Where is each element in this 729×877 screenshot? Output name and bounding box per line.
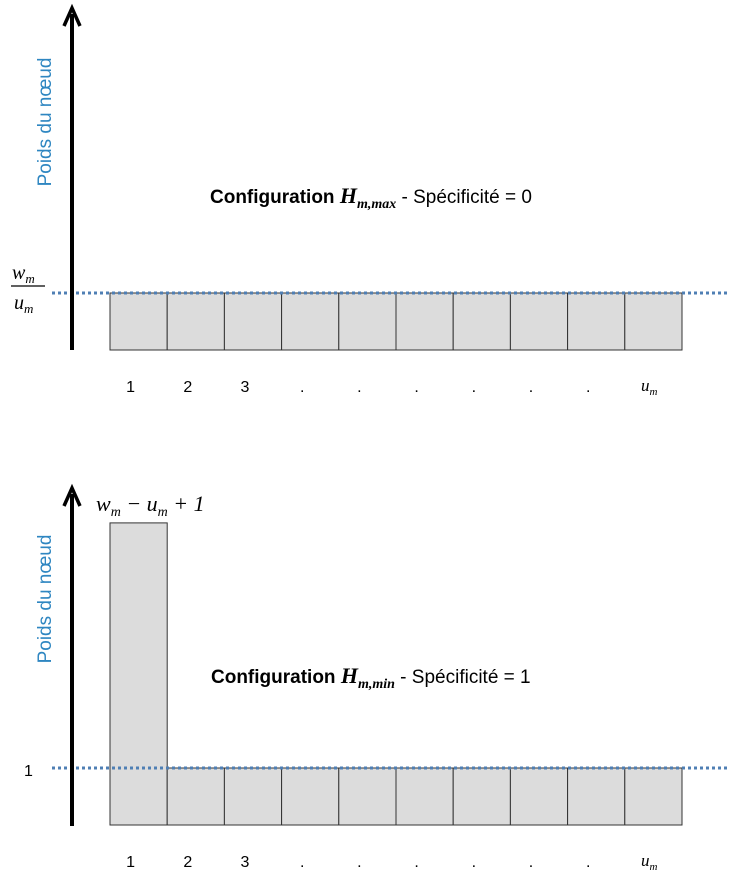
- bottom-bar-5: [338, 767, 397, 826]
- svg-text:um: um: [14, 292, 33, 316]
- bottom-last-tick: um: [641, 851, 658, 873]
- top-config-symbol: H: [339, 183, 358, 208]
- top-axis-title: Poids du nœud: [35, 58, 56, 187]
- bottom-peak-op1: −: [121, 491, 147, 516]
- top-bar-5: [338, 292, 397, 351]
- bottom-bar-3: [223, 767, 283, 826]
- bottom-tick-7: .: [472, 854, 476, 871]
- bottom-ticks: 1 2 3......: [126, 854, 590, 871]
- bottom-axis-title: Poids du nœud: [35, 535, 56, 664]
- bottom-tick-5: .: [357, 854, 361, 871]
- top-bar-3: [223, 292, 283, 351]
- bottom-bar-1: [109, 522, 168, 826]
- bottom-bar-4: [281, 767, 340, 826]
- top-tick-6: .: [414, 379, 418, 396]
- bottom-y-axis-arrowhead: [62, 483, 82, 507]
- top-tick-9: .: [586, 379, 590, 396]
- bottom-peak-sub2: m: [158, 505, 168, 520]
- top-bar-8: [509, 292, 569, 351]
- bottom-level-label: 1: [24, 763, 33, 780]
- bottom-config-label: Configuration Hm,min - Spécificité = 1: [211, 663, 531, 692]
- top-config-label: Configuration Hm,max - Spécificité = 0: [210, 183, 532, 212]
- bottom-tick-9: .: [586, 854, 590, 871]
- top-bar-10: [624, 292, 683, 351]
- svg-text:wm: wm: [12, 262, 35, 286]
- bottom-tick-3: 3: [241, 854, 250, 871]
- bottom-bars: [109, 522, 683, 826]
- top-tick-3: 3: [241, 379, 250, 396]
- bottom-config-rest: - Spécificité = 1: [395, 667, 531, 688]
- top-last-tick-var: u: [641, 376, 650, 395]
- bottom-tick-1: 1: [126, 854, 135, 871]
- bottom-peak-label: wm − um + 1: [96, 491, 205, 520]
- top-bar-1: [109, 292, 168, 351]
- bottom-bar-10: [624, 767, 683, 826]
- bottom-tick-4: .: [300, 854, 304, 871]
- top-bar-7: [452, 292, 511, 351]
- bottom-config-symbol-sub: m,min: [358, 677, 395, 692]
- top-panel: Poids du nœud wm um Configuration Hm,max…: [11, 3, 729, 398]
- bottom-tick-6: .: [414, 854, 418, 871]
- bottom-bar-8: [509, 767, 569, 826]
- top-last-tick-sub: m: [650, 386, 658, 398]
- bottom-last-tick-sub: m: [650, 861, 658, 873]
- bottom-peak-var2: u: [147, 491, 158, 516]
- top-tick-4: .: [300, 379, 304, 396]
- bottom-config-word: Configuration: [211, 667, 336, 688]
- top-level-denominator-var: u: [14, 292, 24, 314]
- top-y-axis-arrowhead: [62, 3, 82, 27]
- bottom-panel: Poids du nœud wm − um + 1 1 Configuratio…: [24, 483, 729, 873]
- top-tick-2: 2: [183, 379, 192, 396]
- bottom-tick-8: .: [529, 854, 533, 871]
- top-bar-6: [395, 292, 454, 351]
- bottom-bar-2: [166, 767, 225, 826]
- top-bar-9: [567, 292, 626, 351]
- bottom-config-symbol: H: [340, 663, 359, 688]
- top-config-symbol-sub: m,max: [357, 197, 396, 212]
- top-bar-2: [166, 292, 225, 351]
- bottom-bar-7: [452, 767, 511, 826]
- top-bar-4: [281, 292, 340, 351]
- top-bars: [109, 292, 683, 351]
- top-tick-8: .: [529, 379, 533, 396]
- top-level-numerator-sub: m: [25, 271, 34, 286]
- bottom-tick-2: 2: [183, 854, 192, 871]
- top-tick-7: .: [472, 379, 476, 396]
- bottom-peak-var1: w: [96, 491, 111, 516]
- top-tick-5: .: [357, 379, 361, 396]
- bottom-peak-tail: + 1: [168, 491, 205, 516]
- top-last-tick: um: [641, 376, 658, 398]
- top-level-denominator-sub: m: [24, 301, 33, 316]
- bottom-peak-sub1: m: [111, 505, 121, 520]
- top-config-word: Configuration: [210, 187, 335, 208]
- top-ticks: 1 2 3......: [126, 379, 590, 396]
- top-level-label: wm um: [11, 262, 45, 316]
- bottom-bar-6: [395, 767, 454, 826]
- top-config-rest: - Spécificité = 0: [396, 187, 532, 208]
- top-level-numerator-var: w: [12, 262, 26, 284]
- top-tick-1: 1: [126, 379, 135, 396]
- bottom-last-tick-var: u: [641, 851, 650, 870]
- bottom-bar-9: [567, 767, 626, 826]
